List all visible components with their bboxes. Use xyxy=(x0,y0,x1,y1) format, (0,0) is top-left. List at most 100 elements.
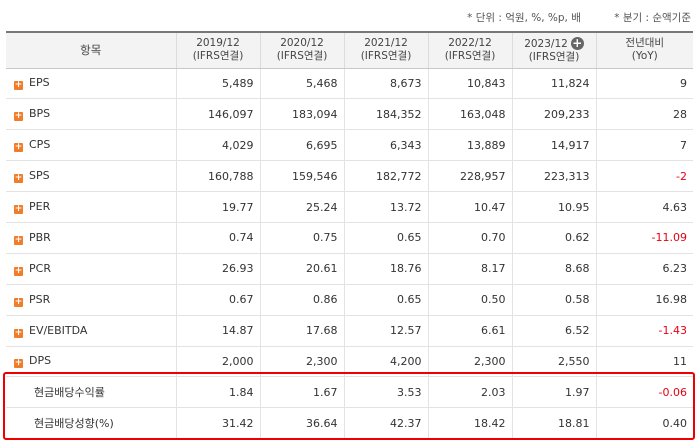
value-cell: 4,200 xyxy=(343,346,428,378)
value-cell: 8,673 xyxy=(343,68,428,100)
yoy-cell: 11 xyxy=(595,346,693,378)
row-label-cell[interactable]: + BPS xyxy=(6,98,176,131)
value-cell: 6.52 xyxy=(511,315,596,347)
header-year: 2019/12 xyxy=(196,37,240,50)
yoy-cell: 4.63 xyxy=(595,191,693,223)
table-row: + PER 19.77 25.24 13.72 10.47 10.95 4.63 xyxy=(6,191,693,223)
value-cell: 159,546 xyxy=(259,160,344,193)
value-cell: 14,917 xyxy=(511,129,596,162)
expand-icon[interactable]: + xyxy=(14,142,23,153)
row-label-cell[interactable]: + PBR xyxy=(6,222,176,254)
row-label: PER xyxy=(29,200,51,213)
value-cell: 0.75 xyxy=(259,222,344,254)
row-label: DPS xyxy=(29,354,52,368)
yoy-cell: -2 xyxy=(595,160,693,193)
value-cell: 0.70 xyxy=(427,222,512,254)
header-year: 2021/12 xyxy=(364,37,408,50)
yoy-cell: 28 xyxy=(595,98,693,131)
table-row: + BPS 146,097 183,094 184,352 163,048 209,233 2… xyxy=(6,98,693,131)
value-cell: 2,300 xyxy=(259,346,344,378)
value-cell: 17.68 xyxy=(259,315,344,347)
expand-icon[interactable]: + xyxy=(14,296,23,307)
value-cell: 0.65 xyxy=(343,284,428,316)
expand-icon[interactable]: + xyxy=(14,234,23,245)
value-cell: 209,233 xyxy=(511,98,596,131)
value-cell: 36.64 xyxy=(259,407,344,440)
row-label-cell[interactable]: + PER xyxy=(6,191,176,223)
header-basis: (IFRS연결) xyxy=(360,50,412,63)
row-label: EV/EBITDA xyxy=(29,323,88,337)
header-year-2023: 2023/12 + (IFRS연결) xyxy=(511,31,596,69)
row-label: PSR xyxy=(29,292,51,306)
financial-ratio-table: 항목 2019/12 (IFRS연결) 2020/12 (IFRS연결) 2021/… xyxy=(6,31,693,440)
table-row: 현금배당수익률 1.84 1.67 3.53 2.03 1.97 -0.06 xyxy=(6,376,693,409)
value-cell: 8.17 xyxy=(427,253,512,285)
value-cell: 160,788 xyxy=(175,160,260,193)
value-cell: 2,550 xyxy=(511,346,596,378)
yoy-cell: -11.09 xyxy=(595,222,693,254)
header-item: 항목 xyxy=(6,31,176,69)
unit-notes: * 단위 : 억원, %, %p, 배 * 분기 : 순액기준 xyxy=(437,10,691,25)
value-cell: 182,772 xyxy=(343,160,428,193)
header-year-2019: 2019/12 (IFRS연결) xyxy=(175,31,260,69)
row-label: 현금배당성향(%) xyxy=(34,417,114,431)
value-cell: 10.95 xyxy=(511,191,596,223)
table-row: + EPS 5,489 5,468 8,673 10,843 11,824 9 xyxy=(6,68,693,100)
value-cell: 3.53 xyxy=(343,376,428,409)
value-cell: 163,048 xyxy=(427,98,512,131)
value-cell: 18.42 xyxy=(427,407,512,440)
value-cell: 223,313 xyxy=(511,160,596,193)
value-cell: 1.67 xyxy=(259,376,344,409)
expand-icon[interactable]: + xyxy=(14,80,23,91)
value-cell: 0.86 xyxy=(259,284,344,316)
header-yoy-line1: 전년대비 xyxy=(625,37,665,50)
value-cell: 146,097 xyxy=(175,98,260,131)
row-label-cell[interactable]: + PCR xyxy=(6,253,176,285)
value-cell: 228,957 xyxy=(427,160,512,193)
value-cell: 25.24 xyxy=(259,191,344,223)
value-cell: 13,889 xyxy=(427,129,512,162)
row-label-cell[interactable]: + EPS xyxy=(6,68,176,100)
row-label-cell[interactable]: + DPS xyxy=(6,346,176,378)
value-cell: 18.76 xyxy=(343,253,428,285)
row-label: PBR xyxy=(29,230,51,244)
unit-note: * 단위 : 억원, %, %p, 배 xyxy=(467,12,581,24)
value-cell: 0.62 xyxy=(511,222,596,254)
value-cell: 6.61 xyxy=(427,315,512,347)
value-cell: 2,000 xyxy=(175,346,260,378)
row-label-cell[interactable]: + SPS xyxy=(6,160,176,193)
expand-icon[interactable]: + xyxy=(14,358,23,369)
value-cell: 26.93 xyxy=(175,253,260,285)
row-label-cell[interactable]: + PSR xyxy=(6,284,176,316)
add-column-icon[interactable]: + xyxy=(570,35,584,50)
value-cell: 5,489 xyxy=(175,68,260,100)
yoy-cell: 6.23 xyxy=(595,253,693,285)
header-year-2020: 2020/12 (IFRS연결) xyxy=(259,31,344,69)
value-cell: 2.03 xyxy=(427,376,512,409)
yoy-cell: 9 xyxy=(595,68,693,100)
expand-icon[interactable]: + xyxy=(14,173,23,184)
value-cell: 11,824 xyxy=(511,68,596,100)
value-cell: 6,343 xyxy=(343,129,428,162)
row-label: SPS xyxy=(29,169,50,183)
header-year-2022: 2022/12 (IFRS연결) xyxy=(427,31,512,69)
value-cell: 5,468 xyxy=(259,68,344,100)
table-row: 현금배당성향(%) 31.42 36.64 42.37 18.42 18.81 0.40 xyxy=(6,407,693,440)
row-label-cell: 현금배당성향(%) xyxy=(6,407,176,440)
header-yoy-line2: (YoY) xyxy=(631,50,658,63)
value-cell: 12.57 xyxy=(343,315,428,347)
expand-icon[interactable]: + xyxy=(14,111,23,122)
row-label-cell[interactable]: + EV/EBITDA xyxy=(6,315,176,347)
table-row: + PSR 0.67 0.86 0.65 0.50 0.58 16.98 xyxy=(6,284,693,316)
row-label: EPS xyxy=(29,76,50,90)
value-cell: 20.61 xyxy=(259,253,344,285)
value-cell: 42.37 xyxy=(343,407,428,440)
expand-icon[interactable]: + xyxy=(14,265,23,276)
yoy-cell: 0.40 xyxy=(595,407,693,440)
header-year-2021: 2021/12 (IFRS연결) xyxy=(343,31,428,69)
expand-icon[interactable]: + xyxy=(14,204,23,214)
header-basis: (IFRS연결) xyxy=(528,50,580,63)
row-label-cell[interactable]: + CPS xyxy=(6,129,176,162)
header-year: 2023/12 xyxy=(524,37,568,50)
expand-icon[interactable]: + xyxy=(14,327,23,338)
